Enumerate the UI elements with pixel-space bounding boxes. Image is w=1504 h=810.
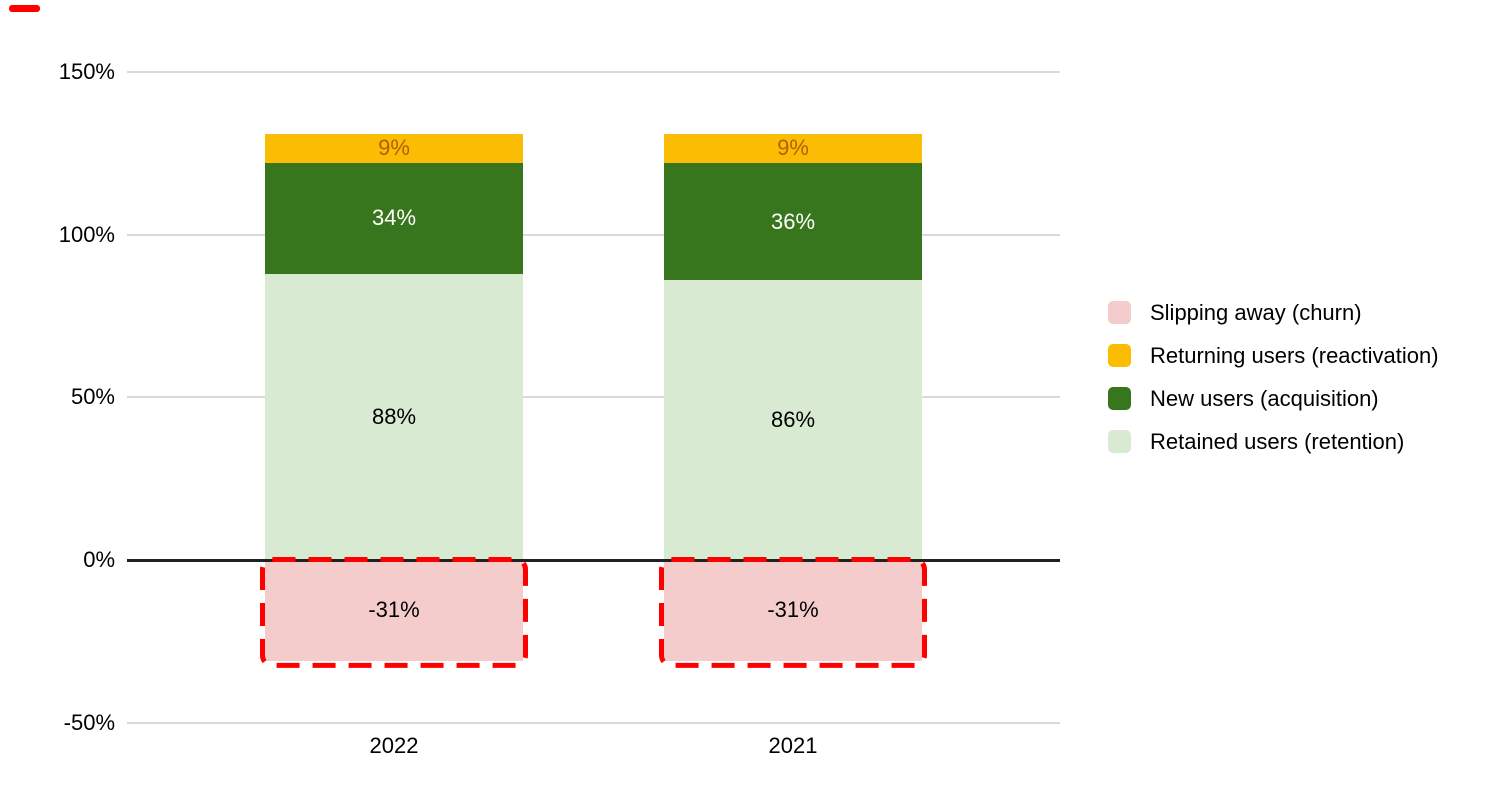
legend-item-acquisition: New users (acquisition)	[1108, 385, 1439, 411]
legend-item-churn: Slipping away (churn)	[1108, 299, 1439, 325]
churn-highlight-dashed-box	[260, 557, 528, 668]
bar-segment-retention: 88%	[265, 273, 523, 560]
x-axis-category-label: 2022	[369, 733, 419, 758]
bar-segment-acquisition: 36%	[664, 163, 922, 281]
bar-segment-value-label: -31%	[368, 597, 420, 623]
legend-item-retention: Retained users (retention)	[1108, 428, 1439, 454]
gridline	[127, 396, 1060, 399]
zero-axis-line	[127, 558, 1060, 562]
bar-segment-value-label: 34%	[371, 205, 417, 231]
bar-segment-value-label: 36%	[770, 208, 816, 234]
bar-segment-reactivation: 9%	[664, 133, 922, 164]
legend-item-label: Retained users (retention)	[1150, 428, 1405, 454]
y-axis-tick-label: 150%	[58, 59, 115, 84]
y-axis-tick-label: -50%	[63, 709, 115, 735]
bar-segment-value-label: 9%	[378, 135, 410, 161]
y-axis-tick-label: 50%	[70, 384, 115, 410]
legend-item-label: New users (acquisition)	[1150, 385, 1379, 411]
bar-segment-value-label: 86%	[770, 407, 816, 433]
churn-highlight-dashed-box	[659, 557, 927, 668]
legend-item-label: Slipping away (churn)	[1150, 299, 1362, 325]
x-axis-category-label: 2021	[768, 733, 818, 758]
gridline	[127, 233, 1060, 236]
chart-legend: Slipping away (churn) Returning users (re…	[1108, 299, 1439, 473]
bar-segment-retention: 86%	[664, 280, 922, 560]
legend-item-label: Returning users (reactivation)	[1150, 342, 1439, 368]
bar-segment-value-label: -31%	[767, 597, 819, 623]
bar-segment-value-label: 88%	[371, 403, 417, 429]
gridline	[127, 71, 1060, 73]
y-axis-tick-label: 0%	[83, 547, 115, 572]
bar-segment-acquisition: 34%	[265, 163, 523, 274]
stray-red-dash-mark	[9, 5, 40, 12]
legend-color-swatch	[1108, 344, 1131, 367]
bar-segment-churn: -31%	[265, 560, 523, 661]
legend-color-swatch	[1108, 430, 1131, 453]
bar-segment-reactivation: 9%	[265, 133, 523, 164]
y-axis-tick-label: 100%	[58, 221, 115, 247]
bar-segment-churn: -31%	[664, 560, 922, 661]
legend-item-reactivation: Returning users (reactivation)	[1108, 342, 1439, 368]
bar-segment-value-label: 9%	[777, 135, 809, 161]
legend-color-swatch	[1108, 301, 1131, 324]
gridline	[127, 721, 1060, 724]
legend-color-swatch	[1108, 387, 1131, 410]
